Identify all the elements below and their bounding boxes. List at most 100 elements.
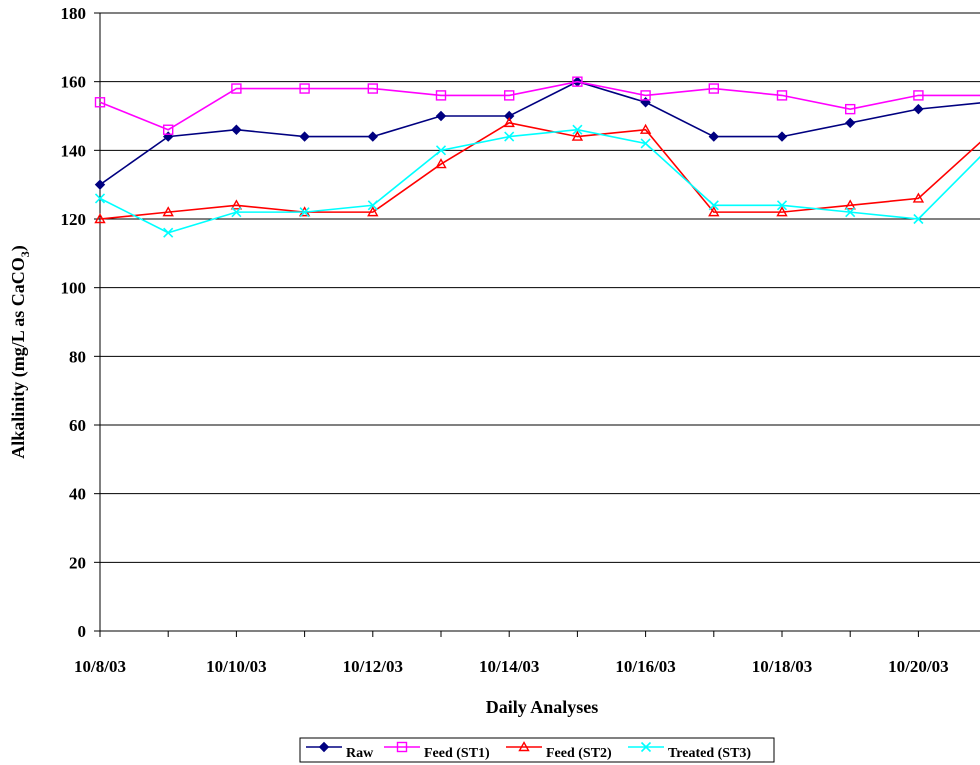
point-raw-2 (231, 124, 242, 135)
point-feed-st1-3 (299, 83, 310, 94)
series-group (94, 76, 980, 238)
series-line-feed-st1 (99, 80, 980, 131)
point-feed-st2-2 (230, 199, 243, 210)
legend-label-feed-st2: Feed (ST2) (546, 746, 612, 761)
point-treated-st3-2-b (231, 207, 242, 218)
point-treated-st3-6-b (504, 131, 515, 142)
legend: Raw Feed (ST1) Feed (ST2) Treated (ST3) (299, 737, 775, 763)
point-feed-st2-8 (639, 123, 652, 134)
point-treated-st3-6 (504, 131, 515, 142)
point-treated-st3-5-b (435, 145, 447, 156)
point-feed-st1-10 (776, 90, 788, 101)
point-feed-st2-9 (708, 206, 720, 217)
legend-label-feed-st1: Feed (ST1) (424, 746, 490, 761)
x-tick-labels: 10/8/03 10/10/03 10/12/03 10/14/03 10/16/03 1… (74, 657, 949, 676)
point-treated-st3-2 (231, 207, 242, 218)
point-treated-st3-3-b (299, 207, 310, 218)
point-raw-11 (844, 117, 856, 129)
x-tick-label-5: 10/18/03 (752, 657, 812, 676)
point-feed-st1-1 (162, 124, 174, 135)
point-feed-st2-0 (94, 213, 106, 224)
legend-marker-treated-st3-b (640, 741, 652, 753)
point-raw-6 (503, 110, 515, 122)
y-axis-title-close: ) (8, 245, 29, 251)
point-treated-st3-9-b (708, 200, 719, 211)
legend-marker-treated-st3 (640, 741, 652, 753)
y-tick-label-60: 60 (69, 416, 86, 435)
point-feed-st1-2 (231, 83, 242, 94)
y-tick-label-80: 80 (69, 347, 86, 366)
y-axis-title-subscript: 3 (18, 251, 32, 257)
legend-marker-feed-st1 (396, 741, 408, 753)
point-feed-st1-11 (845, 103, 856, 115)
point-feed-st1-4 (367, 83, 378, 94)
point-treated-st3-4 (367, 200, 378, 211)
series-treated-st3 (94, 124, 980, 238)
x-tick-label-4: 10/16/03 (615, 657, 675, 676)
y-tick-label-0: 0 (78, 622, 87, 641)
point-treated-st3-11 (845, 207, 856, 218)
y-axis-title: Alkalinity (mg/L as CaCO3) (8, 245, 32, 459)
point-feed-st2-6 (503, 116, 515, 128)
x-tick-label-0: 10/8/03 (74, 657, 126, 676)
point-treated-st3-0 (94, 193, 106, 204)
point-feed-st1-5 (435, 90, 447, 101)
y-tick-label-20: 20 (69, 553, 86, 572)
point-treated-st3-5 (435, 145, 447, 156)
point-feed-st1-0 (94, 97, 106, 108)
series-line-feed-st2 (99, 122, 980, 220)
legend-marker-feed-st2 (518, 741, 530, 752)
point-treated-st3-1-b (163, 227, 174, 238)
point-feed-st2-10 (776, 206, 788, 217)
point-raw-5 (435, 110, 447, 122)
point-raw-10 (776, 131, 788, 142)
point-feed-st2-7 (571, 130, 584, 141)
point-treated-st3-8-b (640, 138, 651, 149)
legend-marker-raw (318, 741, 330, 753)
point-feed-st2-1 (162, 206, 174, 217)
y-tick-labels: 0 20 40 60 80 100 120 140 160 180 (61, 4, 87, 641)
point-feed-st2-11 (844, 199, 856, 210)
legend-label-treated-st3: Treated (ST3) (668, 746, 751, 761)
point-feed-st2-5 (435, 158, 447, 169)
point-treated-st3-0-b (94, 193, 106, 204)
legend-box (299, 737, 775, 763)
point-treated-st3-4-b (367, 200, 378, 211)
point-treated-st3-11-b (845, 207, 856, 218)
x-tick-label-1: 10/10/03 (206, 657, 266, 676)
y-tick-label-140: 140 (61, 141, 87, 160)
point-feed-st1-9 (708, 83, 719, 94)
point-raw-12 (913, 103, 924, 115)
point-treated-st3-1 (163, 227, 174, 238)
point-treated-st3-3 (299, 207, 310, 218)
point-treated-st3-8 (640, 138, 651, 149)
point-treated-st3-7-b (572, 124, 583, 135)
y-tick-label-180: 180 (61, 4, 87, 23)
gridlines (100, 12, 980, 563)
y-tick-label-160: 160 (61, 73, 87, 92)
point-treated-st3-12 (913, 213, 924, 225)
series-line-treated-st3 (99, 128, 980, 234)
axes (94, 12, 980, 637)
point-raw-4 (367, 131, 379, 142)
series-line-raw (99, 80, 980, 186)
x-axis-title: Daily Analyses (486, 697, 599, 717)
point-feed-st1-12 (913, 90, 924, 101)
legend-label-raw: Raw (346, 746, 374, 761)
point-raw-8 (640, 97, 651, 108)
point-treated-st3-7 (572, 124, 583, 135)
y-tick-label-120: 120 (61, 210, 87, 229)
y-axis-title-main: Alkalinity (mg/L as CaCO (8, 257, 29, 459)
point-feed-st1-6 (504, 90, 515, 101)
series-feed-st2 (94, 116, 980, 224)
point-treated-st3-12-b (913, 213, 924, 225)
point-feed-st2-12 (912, 192, 925, 203)
series-raw (94, 76, 980, 190)
y-tick-label-40: 40 (69, 485, 86, 504)
x-tick-label-2: 10/12/03 (343, 657, 403, 676)
point-raw-9 (708, 131, 720, 142)
point-feed-st2-4 (367, 206, 379, 217)
point-treated-st3-9 (708, 200, 719, 211)
point-raw-3 (299, 131, 310, 142)
